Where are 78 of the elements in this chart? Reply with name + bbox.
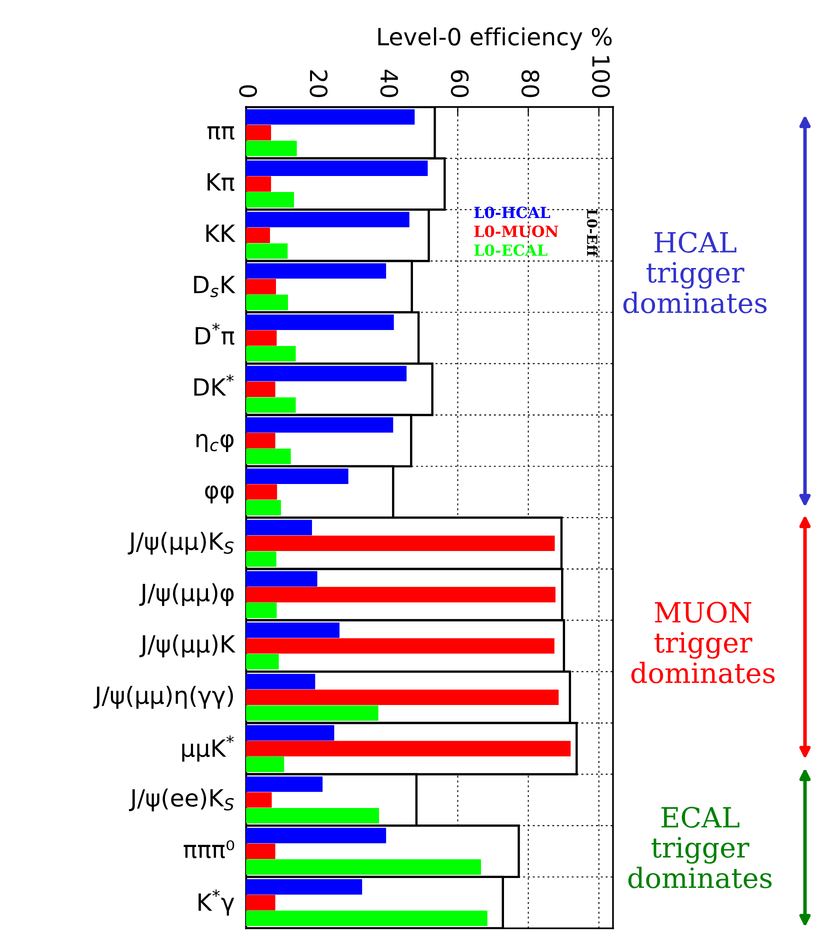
x-axis-title: Level-0 efficiency % (378, 27, 612, 50)
y-tick-label: K$^{*}$γ (198, 889, 234, 916)
bar (246, 536, 555, 552)
y-tick-label: ππ (207, 126, 234, 140)
text: MUON trigger dominates (631, 602, 775, 684)
bar (246, 725, 334, 741)
bar (246, 690, 559, 705)
bar (246, 432, 276, 448)
bar (246, 109, 415, 125)
bar (246, 894, 276, 910)
text: L0-MUON (474, 226, 558, 238)
bar (246, 192, 294, 208)
bar (246, 468, 348, 484)
bar (246, 160, 428, 176)
bar (246, 705, 378, 721)
bar (246, 622, 340, 638)
bar (246, 756, 284, 772)
y-tick-label: KK (206, 224, 236, 242)
bar (246, 828, 386, 844)
bar (246, 638, 554, 654)
bar (246, 366, 407, 382)
bar (246, 859, 482, 875)
bar (246, 808, 380, 824)
bar (246, 294, 288, 310)
y-tick-label: J/ψ(μμ)K (139, 634, 236, 658)
x-tick-label: 80 (521, 70, 540, 98)
text: L0-Eff (586, 209, 598, 258)
bar (246, 228, 270, 244)
bar (246, 314, 394, 330)
bar (246, 140, 297, 156)
x-tick-label: 100 (592, 56, 610, 98)
y-tick-label: J/ψ(ee)K$_{S}$ (128, 788, 234, 812)
text: ECAL trigger dominates (628, 806, 772, 888)
x-tick-label: 20 (310, 70, 328, 98)
bar (246, 278, 276, 294)
y-tick-label: J/ψ(μμ)η(γγ) (93, 686, 233, 709)
y-tick-label: D$^{*}$π (196, 323, 234, 345)
bar (246, 792, 272, 808)
bar (246, 586, 556, 602)
bar (246, 448, 291, 464)
bar (246, 124, 272, 140)
bar (246, 740, 571, 756)
y-tick-label: Kπ (208, 173, 234, 191)
bar (246, 263, 386, 279)
text: HCAL trigger dominates (623, 232, 767, 314)
y-tick-label: πππ⁰ (184, 840, 234, 858)
bar (246, 571, 318, 587)
bar (246, 382, 276, 398)
y-tick-label: φφ (205, 485, 234, 504)
bar (246, 602, 277, 618)
text: L0-HCAL (474, 206, 550, 218)
bar (246, 417, 394, 433)
bar (246, 551, 276, 567)
bar (246, 346, 296, 362)
text: L0-ECAL (474, 244, 548, 256)
bar (246, 484, 278, 500)
x-tick-label: 0 (239, 85, 258, 98)
bar (246, 674, 316, 690)
y-tick-label: J/ψ(μμ)φ (139, 583, 234, 606)
y-tick-label: DK$^{*}$ (194, 374, 234, 396)
bar (246, 243, 288, 259)
bar (246, 520, 312, 536)
y-tick-label: J/ψ(μμ)K$_{S}$ (128, 532, 234, 555)
x-tick-label: 60 (450, 70, 469, 98)
x-tick-label: 40 (380, 70, 398, 98)
bar (246, 776, 323, 792)
bar (246, 844, 276, 859)
bar (246, 879, 362, 895)
y-tick-label: μμK$^{*}$ (182, 735, 234, 762)
bar (246, 330, 277, 346)
bar (246, 212, 410, 228)
y-tick-label: D$_{s}$K (194, 276, 236, 298)
bar (246, 910, 488, 926)
y-tick-label: η$_{c}$φ (196, 434, 234, 452)
bar (246, 176, 272, 192)
bar (246, 500, 281, 516)
bar (246, 654, 279, 670)
bar (246, 397, 296, 413)
